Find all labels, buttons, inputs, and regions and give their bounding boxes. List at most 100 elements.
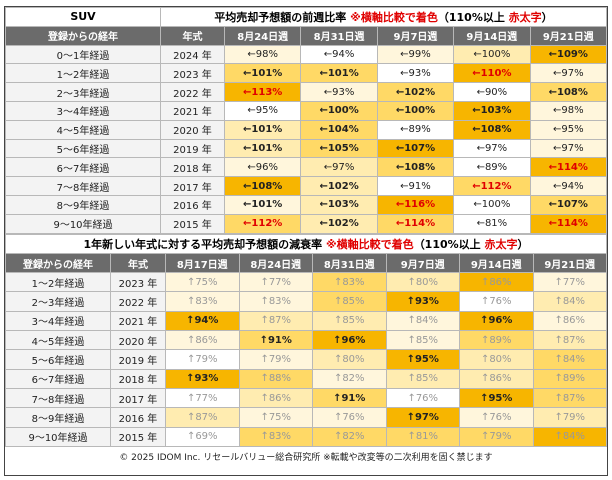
value-cell: ↑79%: [165, 349, 240, 370]
column-header: 9月14日週: [459, 252, 534, 274]
period-cell: 7〜8年経過: [5, 176, 161, 196]
title-part: （110%以上: [437, 10, 509, 24]
value-cell: ←95%: [223, 100, 302, 121]
column-header: 8月31日週: [300, 25, 378, 46]
value-cell: ↑89%: [532, 368, 607, 389]
period-cell: 5〜6年経過: [5, 349, 111, 370]
column-header: 9月14日週: [453, 25, 531, 46]
value-cell: ↑76%: [312, 407, 387, 428]
year-cell: 2023 年: [110, 272, 166, 293]
year-cell: 2018 年: [160, 157, 225, 178]
year-cell: 2018 年: [110, 368, 166, 389]
value-cell: ←95%: [529, 119, 608, 140]
value-cell: ↑87%: [238, 310, 313, 332]
section-label: SUV: [5, 7, 161, 27]
value-cell: ←100%: [376, 100, 455, 121]
value-cell: ↑83%: [165, 291, 240, 312]
value-cell: ←108%: [453, 119, 531, 140]
period-cell: 1〜2年経過: [5, 272, 111, 293]
value-cell: ←108%: [223, 176, 302, 196]
value-cell: ←108%: [529, 82, 608, 102]
value-cell: ←96%: [223, 157, 302, 178]
title-part: 平均売却予想額の前週比率: [214, 10, 351, 24]
value-cell: ↑85%: [385, 368, 460, 389]
value-cell: ←97%: [300, 157, 378, 178]
value-cell: ←108%: [376, 157, 455, 178]
value-cell: ↑79%: [532, 407, 607, 428]
value-cell: ↑87%: [532, 387, 607, 409]
column-header: 9月7日週: [376, 25, 455, 46]
period-cell: 9〜10年経過: [5, 213, 161, 234]
value-cell: ↑93%: [165, 368, 240, 389]
data-row: 7〜8年経過 2017 年 ←108% ←102% ←91% ←112% ←94%: [5, 176, 608, 196]
value-cell: ←112%: [453, 176, 531, 196]
period-cell: 3〜4年経過: [5, 310, 111, 332]
year-cell: 2022 年: [110, 291, 166, 312]
value-cell: ←102%: [300, 176, 378, 196]
data-row: 8〜9年経過 2016 年 ↑87% ↑75% ↑76% ↑97% ↑76% ↑79%: [5, 407, 607, 428]
table-title: 平均売却予想額の前週比率 ※横軸比較で着色（110%以上 赤太字）: [160, 7, 607, 27]
column-header: 8月24日週: [223, 25, 302, 46]
table-title: 1年新しい年式に対する平均売却予想額の減衰率 ※横軸比較で着色（110%以上 赤…: [5, 233, 607, 254]
data-row: 4〜5年経過 2020 年 ←101% ←104% ←89% ←108% ←95%: [5, 119, 608, 140]
data-row: 1〜2年経過 2023 年 ↑75% ↑77% ↑83% ↑80% ↑86% ↑77%: [5, 272, 607, 293]
column-header: 登録からの経年: [5, 25, 161, 46]
period-cell: 1〜2年経過: [5, 63, 161, 84]
title-part: ）: [541, 10, 553, 24]
data-row: 3〜4年経過 2021 年 ←95% ←100% ←100% ←103% ←98%: [5, 100, 608, 121]
data-row: 9〜10年経過 2015 年 ↑69% ↑83% ↑82% ↑81% ↑79% ↑84%: [5, 426, 607, 447]
value-cell: ←98%: [529, 100, 608, 121]
value-cell: ↑86%: [459, 272, 534, 293]
value-cell: ←101%: [223, 138, 302, 159]
data-row: 8〜9年経過 2016 年 ←101% ←103% ←116% ←100% ←107%: [5, 194, 608, 215]
title-row: SUV 平均売却予想額の前週比率 ※横軸比較で着色（110%以上 赤太字）: [5, 7, 607, 27]
year-cell: 2016 年: [160, 194, 225, 215]
value-cell: ←110%: [453, 63, 531, 84]
value-cell: ←97%: [529, 138, 608, 159]
value-cell: ↑84%: [532, 349, 607, 370]
period-cell: 3〜4年経過: [5, 100, 161, 121]
value-cell: ←107%: [376, 138, 455, 159]
title-part: 赤太字: [484, 237, 518, 251]
period-cell: 2〜3年経過: [5, 291, 111, 312]
data-row: 2〜3年経過 2022 年 ←113% ←93% ←102% ←90% ←108%: [5, 82, 608, 102]
title-row: 1年新しい年式に対する平均売却予想額の減衰率 ※横軸比較で着色（110%以上 赤…: [5, 233, 607, 254]
value-cell: ←103%: [453, 100, 531, 121]
data-row: 0〜1年経過 2024 年 ←98% ←94% ←99% ←100% ←109%: [5, 44, 608, 65]
data-row: 6〜7年経過 2018 年 ←96% ←97% ←108% ←89% ←114%: [5, 157, 608, 178]
value-cell: ↑96%: [459, 310, 534, 332]
period-cell: 6〜7年経過: [5, 157, 161, 178]
footer: © 2025 IDOM Inc. リセールバリュー総合研究所 ※転載や改変等の二…: [119, 452, 493, 463]
year-cell: 2015 年: [110, 426, 166, 447]
data-row: 1〜2年経過 2023 年 ←101% ←101% ←93% ←110% ←97%: [5, 63, 608, 84]
value-cell: ←100%: [453, 44, 531, 65]
column-header: 9月21日週: [532, 252, 607, 274]
value-cell: ↑87%: [532, 330, 607, 351]
value-cell: ←99%: [376, 44, 455, 65]
value-cell: ↑76%: [385, 387, 460, 409]
value-cell: ←109%: [529, 44, 608, 65]
data-row: 3〜4年経過 2021 年 ↑94% ↑87% ↑85% ↑84% ↑96% ↑86%: [5, 310, 607, 332]
value-cell: ←102%: [300, 213, 378, 234]
value-cell: ←98%: [223, 44, 302, 65]
data-row: 2〜3年経過 2022 年 ↑83% ↑83% ↑85% ↑93% ↑76% ↑84%: [5, 291, 607, 312]
period-cell: 8〜9年経過: [5, 407, 111, 428]
header-row: 登録からの経年 年式 8月17日週 8月24日週 8月31日週 9月7日週 9月14日週 9月…: [5, 252, 607, 274]
value-cell: ↑91%: [238, 330, 313, 351]
period-cell: 4〜5年経過: [5, 330, 111, 351]
value-cell: ↑76%: [459, 407, 534, 428]
value-cell: ←107%: [529, 194, 608, 215]
value-cell: ←101%: [223, 63, 302, 84]
period-cell: 0〜1年経過: [5, 44, 161, 65]
panel: SUV 平均売却予想額の前週比率 ※横軸比較で着色（110%以上 赤太字） 登録から…: [4, 6, 608, 476]
value-cell: ←93%: [376, 63, 455, 84]
value-cell: ←97%: [529, 63, 608, 84]
value-cell: ←114%: [529, 157, 608, 178]
value-cell: ←81%: [453, 213, 531, 234]
value-cell: ↑76%: [459, 291, 534, 312]
value-cell: ←91%: [376, 176, 455, 196]
value-cell: ↑75%: [165, 272, 240, 293]
value-cell: ↑86%: [238, 387, 313, 409]
value-cell: ←114%: [529, 213, 608, 234]
title-part: 赤太字: [508, 10, 542, 24]
